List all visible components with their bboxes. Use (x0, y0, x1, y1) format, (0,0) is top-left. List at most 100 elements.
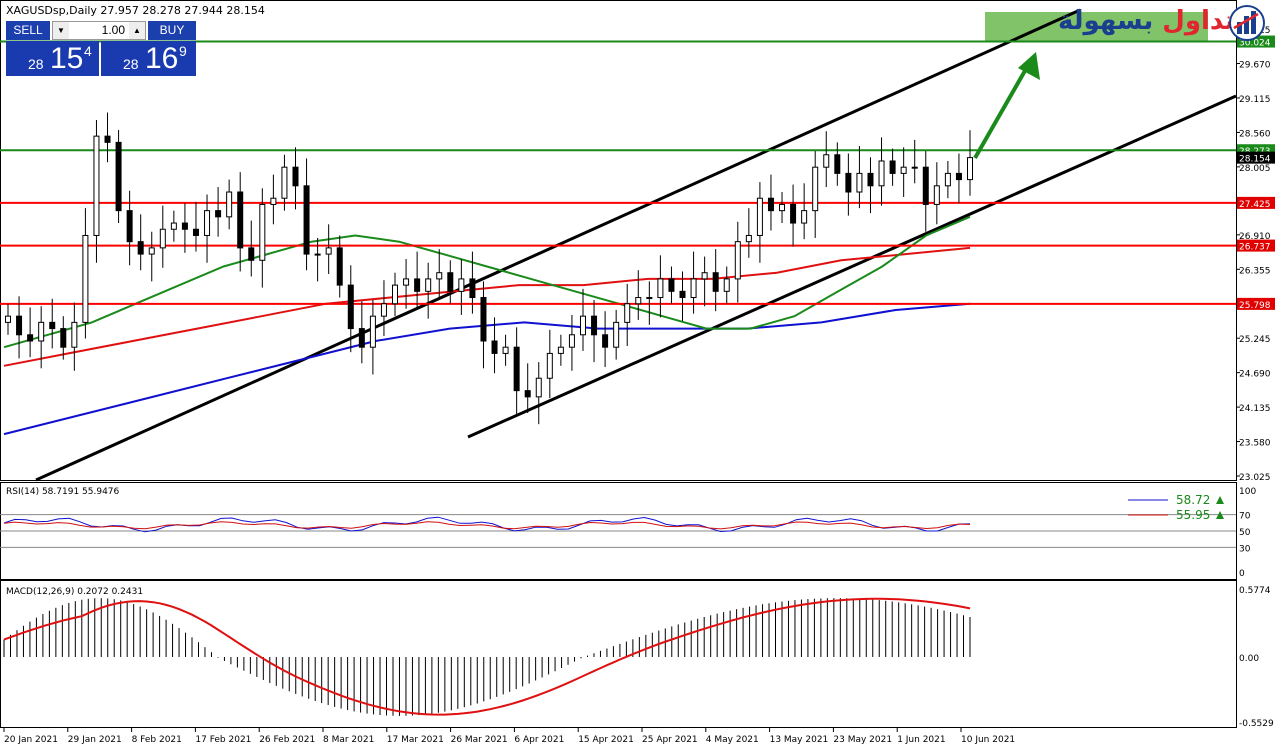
candle-bull (5, 315, 11, 323)
ma-slow-line (3, 302, 971, 436)
candle-bear (16, 315, 23, 336)
candle-bull (148, 247, 155, 255)
price-level-tag (1237, 196, 1275, 209)
candle-bear (469, 278, 476, 299)
sell-price-button[interactable]: 28 15 4 (6, 41, 99, 76)
time-tick-label: 8 Feb 2021 (132, 735, 182, 745)
candle-bull (325, 247, 332, 255)
rsi-tick-label: 70 (1239, 512, 1251, 522)
sell-button[interactable]: SELL (6, 21, 50, 40)
candle-bear (845, 172, 852, 193)
rsi-signal-line (3, 521, 971, 530)
candle-bear (602, 334, 609, 348)
rsi-pane[interactable]: 100 70 50 30 0 RSI(14) 58.7191 55.9476 58.72 55… (0, 482, 1276, 580)
candle-bear (358, 328, 365, 348)
candle-bull (613, 321, 620, 348)
rsi-chart[interactable]: 100 70 50 30 0 RSI(14) 58.7191 55.9476 58.7255… (0, 482, 1276, 580)
candle-bull (369, 315, 376, 348)
sell-price-main: 15 (50, 42, 84, 75)
price-tick-label: 24.690 (1239, 370, 1271, 380)
time-tick-label: 26 Mar 2021 (451, 735, 508, 745)
sell-price-pip: 4 (84, 43, 92, 59)
macd-tick-label: -0.5529 (1239, 719, 1274, 728)
candle-bull (259, 203, 266, 261)
time-axis-svg: 20 Jan 2021 29 Jan 2021 8 Feb 2021 17 Feb 2… (3, 728, 1015, 745)
buy-price-pip: 9 (179, 43, 187, 59)
candle-bear (712, 272, 719, 292)
time-tick-label: 17 Mar 2021 (387, 735, 444, 745)
price-chart[interactable]: 30.22529.67029.11528.56028.00526.91026.3… (0, 0, 1276, 482)
candle-bull (380, 303, 387, 317)
candle-bull (723, 278, 730, 292)
candle-bull (756, 197, 763, 236)
lot-decrease-icon[interactable]: ▼ (53, 22, 69, 39)
time-tick-label: 8 Mar 2021 (323, 735, 374, 745)
lot-size-input[interactable]: ▼ 1.00 ▲ (52, 21, 146, 40)
candle-bear (414, 278, 421, 292)
target-arrow-head (1018, 52, 1040, 80)
candle-bear (336, 247, 343, 286)
macd-chart[interactable]: 0.5774 0.00 -0.5529 MACD(12,26,9) 0.2072 0.… (0, 580, 1276, 728)
price-tick-label: 23.580 (1239, 439, 1271, 449)
rsi-tick-label: 100 (1239, 487, 1256, 497)
price-tick-label: 28.005 (1239, 164, 1271, 174)
buy-button[interactable]: BUY (148, 21, 196, 40)
price-chart-pane[interactable]: 30.22529.67029.11528.56028.00526.91026.3… (0, 0, 1276, 482)
candle-bear (767, 197, 774, 212)
rsi-tick-label: 30 (1239, 544, 1251, 554)
time-tick-label: 29 Jan 2021 (68, 735, 122, 745)
time-tick-label: 13 May 2021 (770, 735, 829, 745)
candle-bull (579, 315, 586, 336)
candle-bear (303, 185, 310, 255)
price-tick-label: 25.245 (1239, 335, 1271, 345)
candle-bear (27, 334, 34, 342)
target-arrow-line (973, 61, 1032, 159)
lot-size-value[interactable]: 1.00 (101, 23, 125, 37)
price-level-tag-label: 28.154 (1239, 155, 1271, 165)
plot-frame (0, 0, 1237, 481)
logo-text: التداول بسهولة (1058, 6, 1254, 36)
candle-bull (745, 234, 752, 243)
candle-bear (790, 203, 797, 224)
candle-bear (292, 166, 299, 187)
candle-bull (646, 297, 653, 300)
candle-bull (701, 272, 708, 280)
time-tick-label: 23 May 2021 (833, 735, 892, 745)
candle-bull (878, 160, 885, 187)
price-level-tag-label: 30.024 (1239, 39, 1271, 49)
buy-price-button[interactable]: 28 16 9 (101, 41, 196, 76)
candle-bull (270, 197, 277, 205)
price-level-tag-label: 25.798 (1239, 301, 1271, 311)
symbol-title: XAGUSDsp,Daily 27.957 28.278 27.944 28.1… (6, 4, 265, 17)
candle-bear (480, 297, 487, 342)
macd-title: MACD(12,26,9) 0.2072 0.2431 (6, 587, 143, 597)
candle-bear (104, 135, 111, 143)
one-click-trading-panel: SELL ▼ 1.00 ▲ BUY 28 15 4 28 16 9 (6, 21, 196, 76)
time-tick-label: 6 Apr 2021 (514, 735, 564, 745)
time-tick-label: 1 Jun 2021 (897, 735, 945, 745)
candle-bull (933, 185, 940, 205)
candle-bear (248, 247, 255, 261)
candle-bull (281, 166, 288, 199)
candle-bear (192, 228, 199, 236)
macd-tick-label: 0.00 (1239, 654, 1259, 664)
ma-fast-line (3, 215, 971, 349)
logo-text-blue: بسهولة (1058, 6, 1154, 36)
price-level-tag (1237, 297, 1275, 310)
price-level-tag-label: 27.425 (1239, 200, 1271, 210)
candle-bear (591, 315, 598, 336)
time-tick-label: 26 Feb 2021 (259, 735, 315, 745)
candle-bull (392, 284, 399, 305)
candle-bull (82, 234, 89, 323)
candle-bull (911, 166, 918, 169)
candle-bull (967, 157, 973, 181)
lot-increase-icon[interactable]: ▲ (129, 22, 145, 39)
macd-pane[interactable]: 0.5774 0.00 -0.5529 MACD(12,26,9) 0.2072 0.… (0, 580, 1276, 728)
time-tick-label: 17 Feb 2021 (195, 735, 251, 745)
rsi-tick-label: 50 (1239, 528, 1251, 538)
candle-bull (403, 278, 410, 286)
candle-bull (690, 278, 697, 299)
candle-bull (458, 278, 465, 292)
candle-bull (557, 346, 564, 354)
price-tick-label: 28.560 (1239, 129, 1271, 139)
